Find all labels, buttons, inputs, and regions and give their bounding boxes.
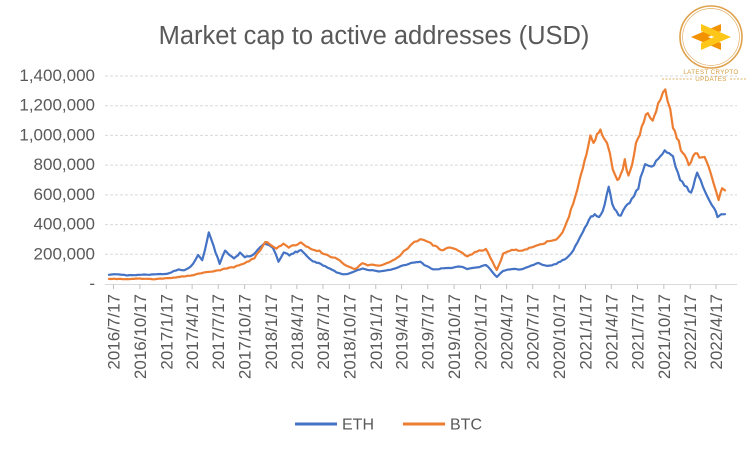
x-axis-label: 2019/1/17 (367, 294, 386, 370)
btc-line (107, 88, 727, 281)
logo-text-line1: LATEST CRYPTO (683, 69, 738, 76)
chart-title: Market cap to active addresses (USD) (159, 22, 590, 50)
x-axis-label: 2017/10/17 (236, 294, 255, 379)
eth-line (107, 149, 727, 278)
legend-item-btc: BTC (403, 417, 482, 434)
x-axis-label: 2017/7/17 (209, 294, 228, 370)
x-axis-label: 2016/7/17 (105, 294, 124, 370)
x-axis-label: 2021/7/17 (628, 294, 647, 370)
x-axis-label: 2018/4/17 (288, 294, 307, 370)
x-axis-label: 2016/10/17 (131, 294, 150, 379)
x-axis-label: 2021/4/17 (602, 294, 621, 370)
x-axis-label: 2021/10/17 (655, 294, 674, 379)
gridlines (105, 75, 737, 255)
x-axis-label: 2021/1/17 (577, 294, 596, 370)
y-axis-label: 1,000,000 (19, 125, 95, 144)
legend-item-eth: ETH (295, 417, 374, 434)
x-axis-label: 2017/1/17 (157, 294, 176, 370)
x-axis-label: 2018/1/17 (262, 294, 281, 370)
x-axis-labels: 2016/7/17 2016/10/17 2017/1/17 2017/4/17 201… (105, 294, 727, 379)
x-axis-label: 2022/4/17 (707, 294, 726, 370)
x-axis-label: 2018/7/17 (314, 294, 333, 370)
logo: LATEST CRYPTO UPDATES (662, 5, 747, 83)
y-axis-label: 200,000 (34, 244, 95, 263)
logo-text-line2: UPDATES (695, 76, 727, 83)
y-axis-label: 600,000 (34, 185, 95, 204)
x-axis-label: 2018/10/17 (340, 294, 359, 379)
y-axis-label: 1,400,000 (19, 66, 95, 85)
x-axis-label: 2019/7/17 (419, 294, 438, 370)
legend-label: ETH (342, 417, 374, 434)
y-axis-label: 400,000 (34, 215, 95, 234)
logo-gem-right-icon (701, 24, 731, 50)
x-axis-label: 2020/1/17 (471, 294, 490, 370)
x-axis-label: 2019/4/17 (393, 294, 412, 370)
y-axis-label: 1,200,000 (19, 96, 95, 115)
y-axis-labels: - 200,000 400,000 600,000 800,000 1,000,000 1,… (19, 66, 95, 293)
x-axis-label: 2022/1/17 (681, 294, 700, 370)
logo-ring-inner-icon (682, 8, 740, 66)
legend: ETH BTC (295, 417, 482, 434)
x-axis-label: 2020/10/17 (550, 294, 569, 379)
y-axis-label: - (89, 274, 95, 293)
x-axis-label: 2020/7/17 (524, 294, 543, 370)
logo-ring-icon (679, 5, 743, 69)
y-axis-label: 800,000 (34, 155, 95, 174)
x-axis-label: 2020/4/17 (498, 294, 517, 370)
x-axis-label: 2019/10/17 (445, 294, 464, 379)
legend-label: BTC (450, 417, 482, 434)
x-axis-label: 2017/4/17 (183, 294, 202, 370)
series-lines (107, 88, 727, 281)
x-axis (105, 284, 737, 289)
